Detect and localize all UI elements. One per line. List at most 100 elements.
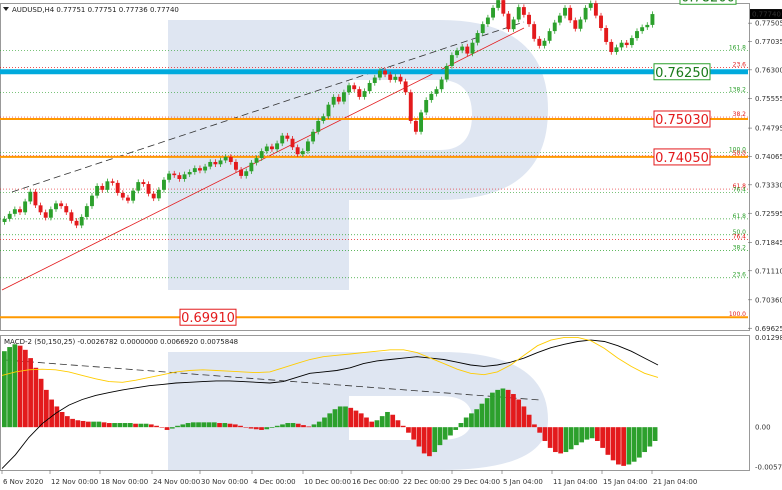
candle-body-25 [131,190,136,201]
fib-label-7: 61.8 [733,183,747,190]
macd-bar-117 [616,427,621,465]
candle-66 [341,89,346,105]
candle-17 [90,192,94,209]
price-tick-label-6: 0.73330 [755,181,782,189]
candle-123 [635,28,639,41]
macd-bar-25 [133,423,138,428]
candle-64 [331,94,336,108]
macd-bar-56 [295,423,301,428]
collapse-triangle-icon[interactable] [3,7,9,11]
price-tick-label-8: 0.71845 [755,239,782,247]
candle-body-23 [120,192,125,198]
candle-body-84 [434,89,439,94]
macd-bar-17 [91,421,96,428]
fib-label-1: 161.8 [729,44,746,51]
macd-bar-67 [353,410,359,428]
candle-body-89 [460,46,465,51]
macd-bar-76 [400,425,406,428]
candle-114 [588,0,593,11]
candle-111 [573,17,578,32]
candle-body-66 [341,92,346,102]
macd-tick-label-1: 0.00 [755,424,771,432]
candle-43 [223,154,228,164]
candle-14 [74,218,79,229]
candle-34 [177,172,182,182]
candle-body-62 [321,116,326,121]
candle-53 [275,140,280,152]
macd-bar-30 [159,427,165,428]
macd-bar-8 [43,389,49,428]
macd-bar-83 [437,427,443,446]
candle-body-54 [280,135,285,144]
time-tick-label-5: 4 Dec 00:00 [253,478,296,486]
candle-body-79 [408,92,413,121]
candle-84 [434,86,439,97]
macd-bar-70 [369,421,375,428]
macd-bar-96 [505,389,511,428]
macd-bar-87 [458,423,464,428]
macd-panel-frame [0,335,750,471]
candle-body-61 [316,120,321,132]
candle-body-69 [357,89,362,97]
candle-106 [547,28,552,44]
level-label-box-3 [653,148,711,166]
candle-body-82 [424,100,429,113]
candle-body-96 [496,0,501,8]
level-label-box-2 [653,110,711,128]
candle-body-12 [64,206,69,213]
candle-100 [516,4,521,23]
time-axis: 6 Nov 2020 12 Nov 00:00 18 Nov 00:00 24 Nov… [1,470,697,486]
macd-bar-45 [238,425,243,428]
candle-body-103 [532,24,537,39]
candle-body-93 [480,24,485,34]
candle-3 [18,206,22,216]
candle-body-105 [542,40,547,46]
fib-label-11: 76.4 [733,233,747,240]
candle-23 [120,190,125,201]
macd-bar-53 [280,424,285,428]
candle-body-40 [208,161,213,167]
macd-bar-35 [185,423,191,428]
candle-body-18 [95,185,100,196]
candle-93 [480,21,485,36]
macd-bar-90 [474,409,480,428]
price-tick-label-3: 0.75555 [755,95,782,103]
macd-bar-37 [196,422,201,428]
macd-bar-34 [180,424,186,428]
macd-bar-62 [327,413,333,428]
macd-bar-101 [532,424,537,428]
macd-bar-58 [306,426,312,428]
candle-112 [578,16,583,32]
candle-body-37 [192,168,197,173]
time-tick-label-0: 6 Nov 2020 [3,478,43,486]
candle-body-14 [74,220,79,226]
macd-bar-74 [390,414,396,428]
candle-body-85 [439,79,444,90]
candle-6 [33,189,38,209]
macd-bar-100 [526,414,532,428]
macd-bar-79 [416,427,422,447]
macd-bar-115 [605,427,611,455]
candlesticks [2,0,655,229]
candle-body-98 [506,13,511,30]
candle-body-58 [300,151,305,155]
macd-bar-20 [106,423,112,428]
candle-body-80 [413,120,418,132]
candle-body-104 [537,38,542,46]
candle-42 [218,157,223,167]
macd-bar-41 [217,423,222,428]
candle-body-99 [511,19,516,30]
candle-11 [59,200,64,209]
candle-body-77 [398,76,403,82]
candle-70 [362,88,367,100]
macd-bar-104 [547,427,553,448]
candle-98 [506,10,511,32]
candle-body-35 [182,174,187,180]
candle-102 [527,12,531,27]
macd-bar-123 [647,427,653,447]
candle-body-48 [249,162,254,172]
time-tick-label-12: 15 Jan 04:00 [603,478,647,486]
macd-bar-103 [542,427,548,441]
candle-body-53 [275,143,280,150]
